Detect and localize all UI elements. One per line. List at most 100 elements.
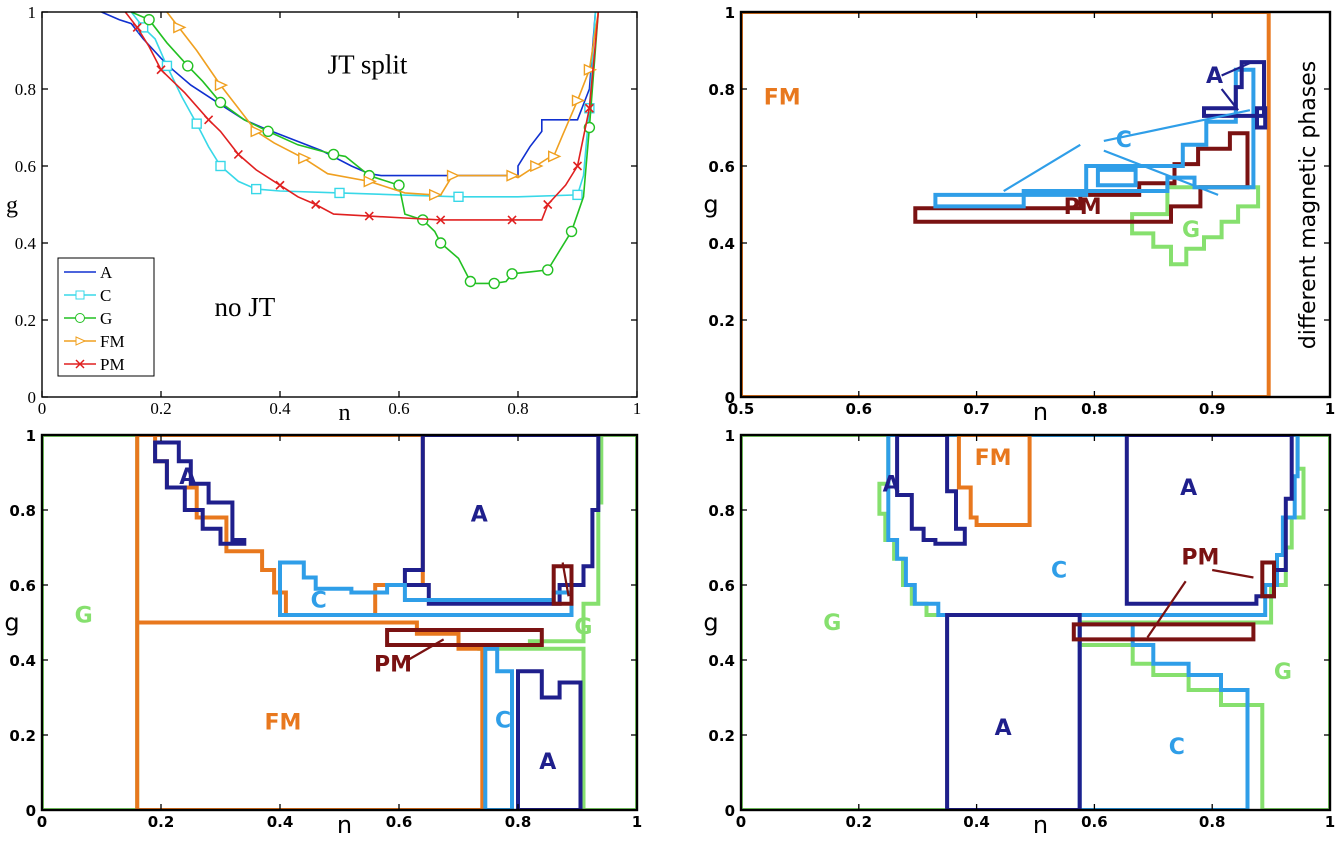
leader-line-pm <box>561 562 570 597</box>
phase-region-g <box>741 435 950 810</box>
data-point-pm <box>572 161 583 171</box>
data-point-fm <box>429 188 443 201</box>
data-point-g <box>583 121 596 134</box>
phase-label-c: C <box>1169 735 1185 760</box>
data-point-g <box>262 125 274 138</box>
leader-line-c <box>1103 109 1251 143</box>
y-axis-label: g <box>4 609 19 637</box>
data-point-fm <box>214 79 229 92</box>
x-tick-label: 0.6 <box>1081 813 1108 831</box>
phase-label-a: A <box>179 465 196 490</box>
y-axis-label: g <box>6 193 18 219</box>
data-point-pm <box>311 199 321 210</box>
data-point-pm <box>132 22 142 32</box>
data-point-fm <box>583 63 598 76</box>
x-tick-label: 0.8 <box>1199 813 1226 831</box>
plot-area <box>741 12 1271 397</box>
x-axis-label: n <box>1033 398 1048 426</box>
phase-region-a <box>402 435 601 606</box>
phase-region-a <box>1255 106 1268 130</box>
y-tick-label: 0 <box>26 802 36 820</box>
plot-frame <box>41 11 638 398</box>
legend-marker <box>75 313 85 323</box>
y-tick-label: 0.8 <box>708 502 735 520</box>
data-point-g <box>542 264 554 276</box>
x-tick-label: 1 <box>633 399 642 418</box>
data-point-pm <box>584 103 594 113</box>
phase-label-a: A <box>1180 476 1197 501</box>
phase-region-a <box>895 435 967 546</box>
data-point-c <box>215 160 226 172</box>
legend-marker <box>75 359 85 369</box>
data-point-g <box>327 148 340 161</box>
phase-label-a: A <box>883 472 900 497</box>
phase-region-fm <box>956 435 1032 527</box>
y-tick-label: 0.6 <box>708 577 735 595</box>
phase-label-pm: PM <box>1064 195 1102 220</box>
data-point-g <box>464 275 477 288</box>
data-point-fm <box>363 175 377 188</box>
legend-entry: G <box>100 309 112 328</box>
phase-label-pm: PM <box>374 652 412 677</box>
y-tick-label: 0.8 <box>708 81 735 99</box>
data-point-pm <box>156 65 166 75</box>
data-point-g <box>182 60 194 72</box>
data-point-c <box>137 22 149 33</box>
data-point-fm <box>548 150 562 163</box>
phase-label-a: A <box>539 750 556 775</box>
legend-entry: C <box>100 286 111 305</box>
y-tick-label: 0.8 <box>15 80 36 99</box>
data-point-fm <box>571 94 586 107</box>
data-point-g <box>214 96 227 109</box>
data-point-g <box>434 237 447 249</box>
x-tick-label: 1 <box>1325 813 1335 831</box>
phase-label-c: C <box>1116 128 1132 153</box>
legend-entry: PM <box>100 355 125 374</box>
data-point-fm <box>173 21 187 34</box>
y-tick-label: 0.2 <box>708 312 735 330</box>
x-tick-label: 0.6 <box>388 399 409 418</box>
x-tick-label: 1 <box>1325 400 1335 418</box>
data-point-c <box>191 118 202 129</box>
data-point-fm <box>250 125 264 138</box>
x-tick-label: 0.2 <box>846 813 873 831</box>
x-axis-label: n <box>339 400 351 426</box>
plot-frame <box>739 10 1332 399</box>
phase-label-pm: PM <box>1181 545 1219 570</box>
plot-area <box>42 435 637 810</box>
phase-region-pm <box>551 564 574 606</box>
phase-label-g: G <box>1182 218 1200 243</box>
plot-frame <box>739 433 1332 812</box>
y-tick-label: 0.4 <box>15 234 37 253</box>
x-tick-label: 0.4 <box>267 813 294 831</box>
leader-line-pm <box>1212 568 1254 579</box>
leader-line-a <box>1220 88 1239 111</box>
data-point-g <box>565 225 578 238</box>
x-tick-label: 0.5 <box>728 400 755 418</box>
x-tick-label: 0 <box>37 813 47 831</box>
data-point-c <box>334 187 345 199</box>
y-axis-label: g <box>703 191 718 219</box>
data-point-pm <box>233 149 243 160</box>
annotation-label: JT split <box>328 50 408 80</box>
x-axis-label: n <box>1033 811 1048 839</box>
y-tick-label: 0.4 <box>9 652 36 670</box>
x-tick-label: 0.4 <box>269 399 291 418</box>
phase-label-a: A <box>995 716 1012 741</box>
phase-region-a <box>1124 435 1294 606</box>
phase-region-pm <box>1260 560 1276 599</box>
data-point-g <box>143 14 155 26</box>
y-tick-label: 0.2 <box>708 727 735 745</box>
panel-phase-diagram-left: G A A C G PM FM C A 0 0.2 0.4 0.6 0.8 1 0 0.2 0.4 0.6 0.8 1 n… <box>4 427 642 839</box>
data-point-c <box>572 189 583 201</box>
data-point-fm <box>446 169 461 182</box>
x-tick-label: 0.4 <box>963 813 990 831</box>
data-point-pm <box>543 199 553 210</box>
data-point-fm <box>298 152 312 165</box>
leader-line-pm <box>1146 580 1187 639</box>
leader-line-a <box>1221 61 1253 77</box>
x-tick-label: 0.6 <box>846 400 873 418</box>
phase-region-g <box>477 435 637 810</box>
y-tick-label: 1 <box>725 427 735 445</box>
phase-label-c: C <box>311 589 327 614</box>
